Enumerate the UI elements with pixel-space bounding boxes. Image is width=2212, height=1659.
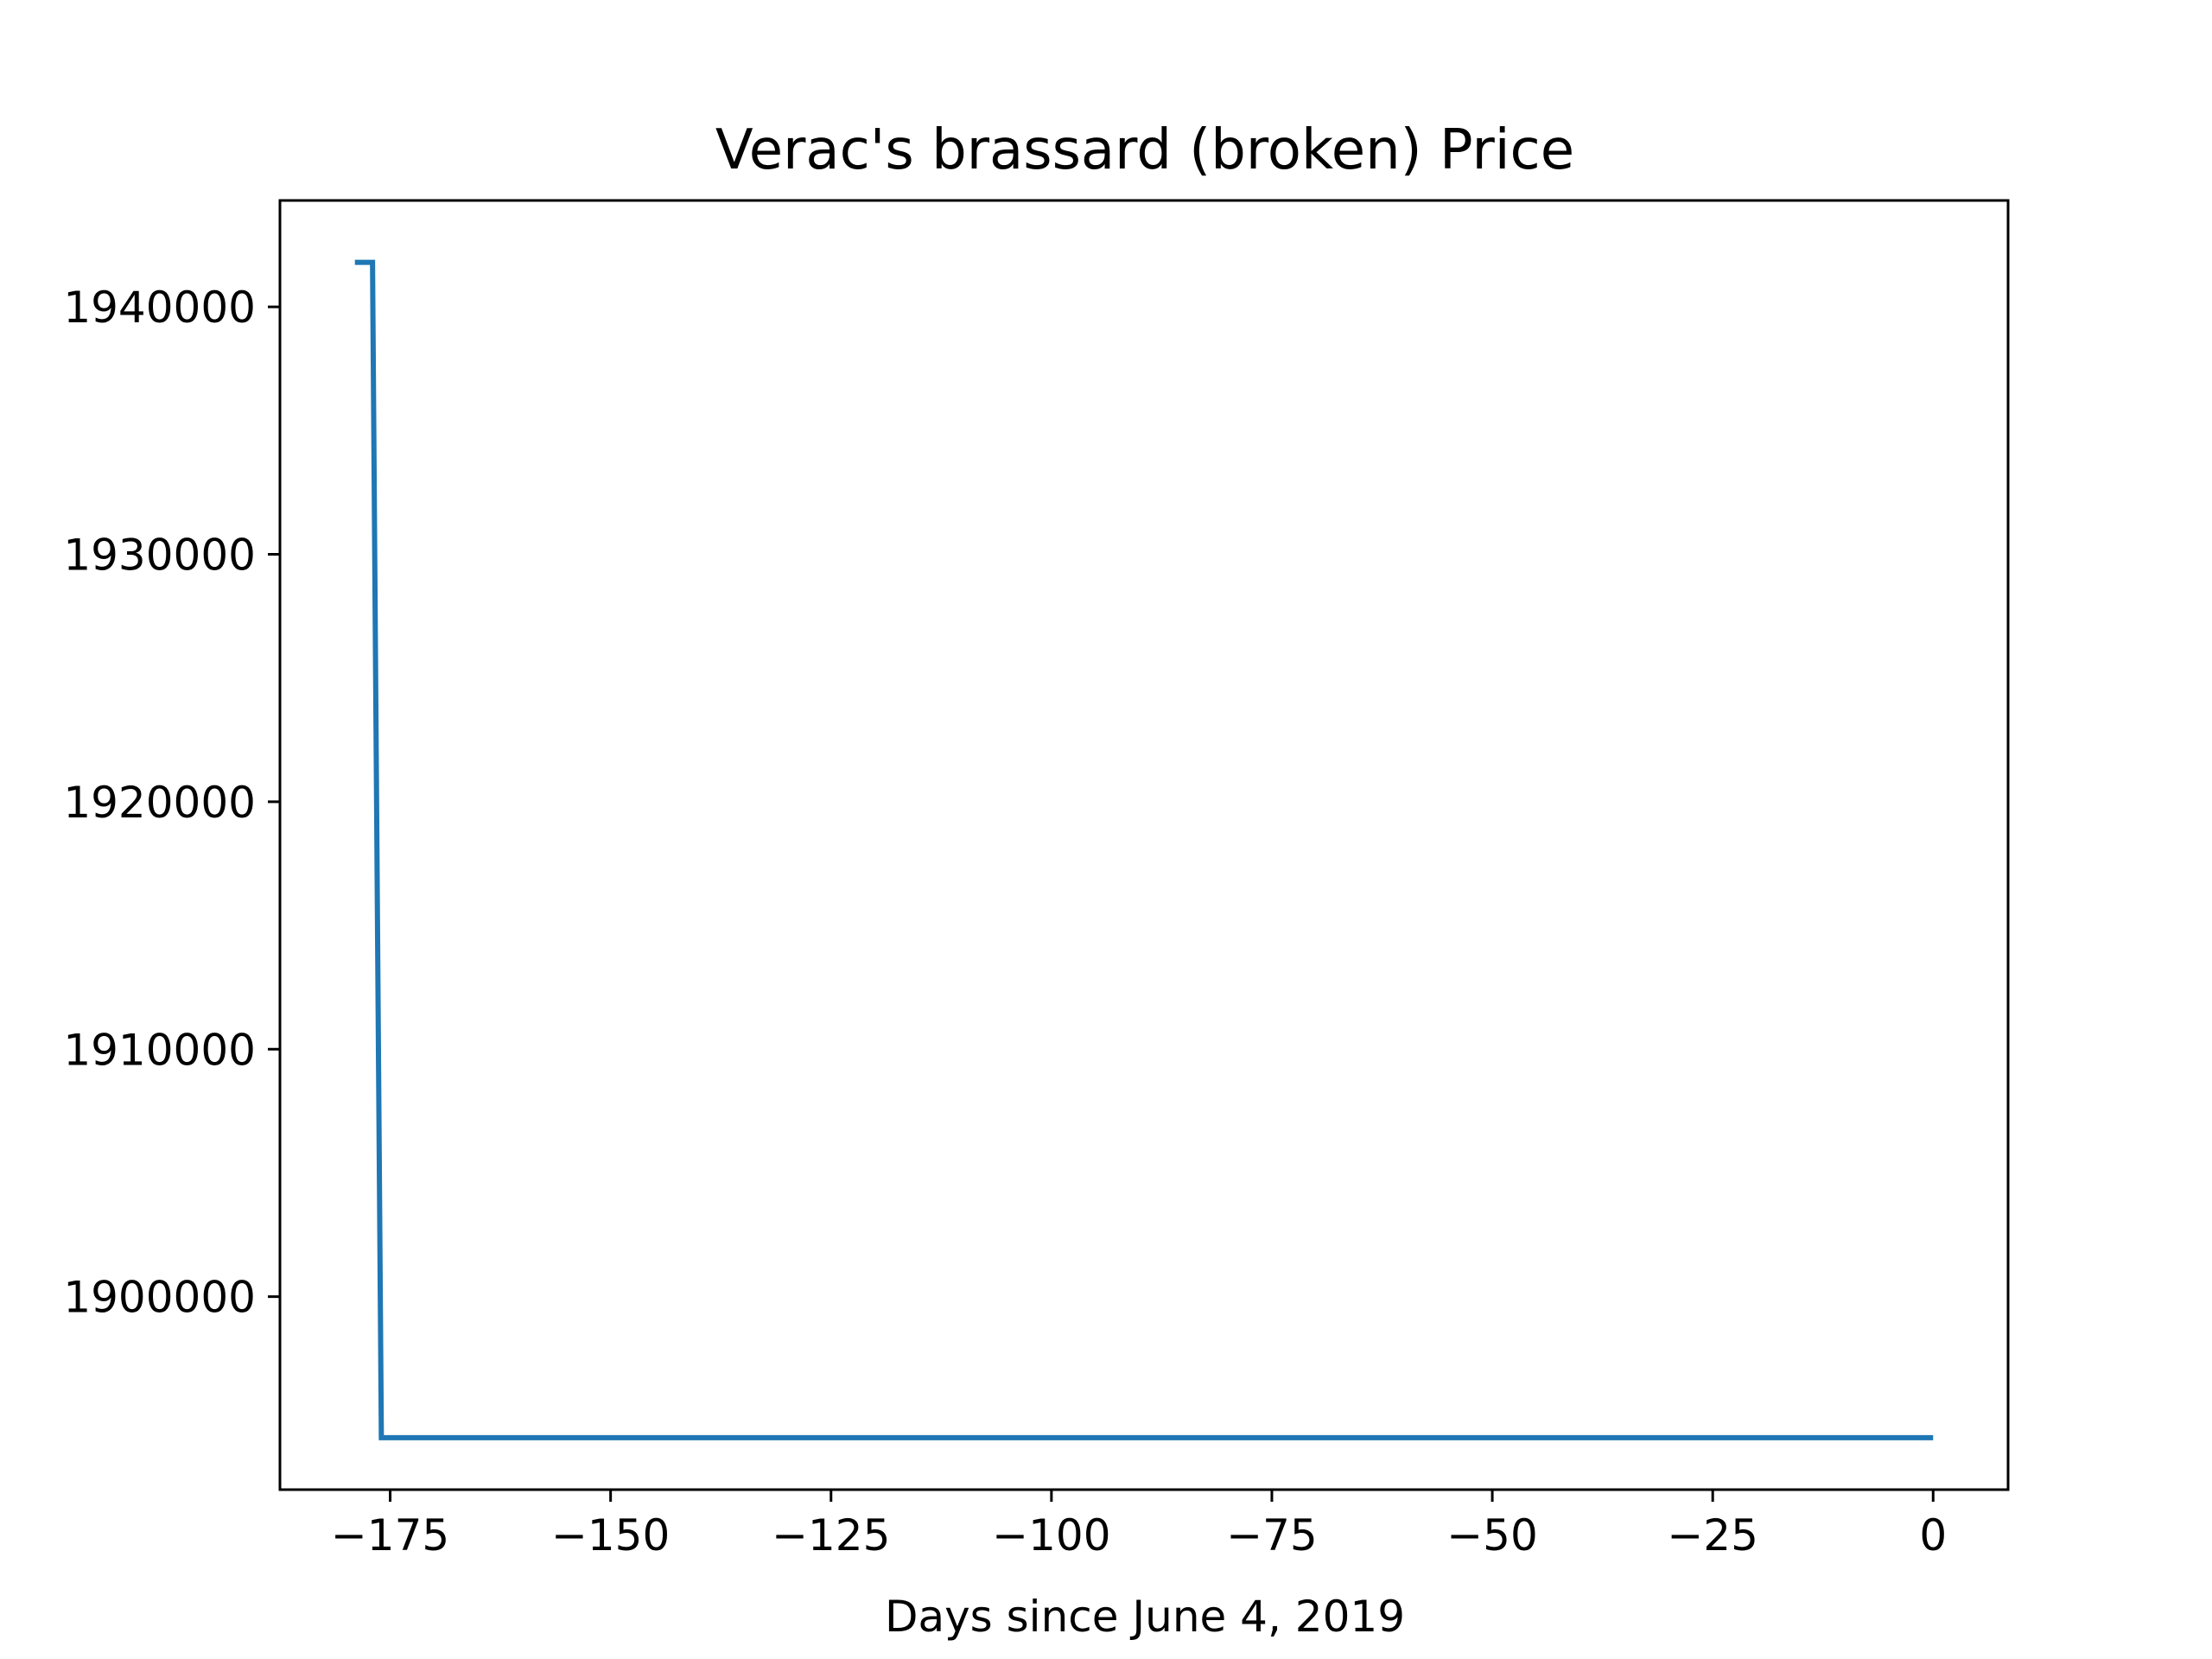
- y-tick-label: 1900000: [63, 1273, 256, 1323]
- y-axis: 1900000 1910000 1920000 1930000 1940000: [63, 283, 280, 1323]
- plot-area: [354, 259, 1934, 1440]
- x-axis-label: Days since June 4, 2019: [885, 1592, 1405, 1642]
- x-tick-label: −25: [1667, 1510, 1758, 1560]
- y-tick-label: 1940000: [63, 283, 256, 333]
- y-tick-label: 1920000: [63, 778, 256, 828]
- axes-frame: [278, 199, 2010, 1491]
- price-series-line: [354, 259, 1934, 1440]
- x-axis: −175 −150 −125 −100 −75 −50 −25 0: [331, 1490, 1947, 1560]
- y-tick-label: 1930000: [63, 531, 256, 581]
- x-tick-label: 0: [1919, 1510, 1947, 1560]
- x-tick-label: −175: [331, 1510, 449, 1560]
- x-tick-label: −150: [551, 1510, 670, 1560]
- y-tick-label: 1910000: [63, 1025, 256, 1075]
- x-tick-label: −50: [1446, 1510, 1538, 1560]
- x-tick-label: −75: [1226, 1510, 1318, 1560]
- x-tick-label: −125: [772, 1510, 890, 1560]
- chart-title: Verac's brassard (broken) Price: [715, 118, 1574, 182]
- x-tick-label: −100: [992, 1510, 1110, 1560]
